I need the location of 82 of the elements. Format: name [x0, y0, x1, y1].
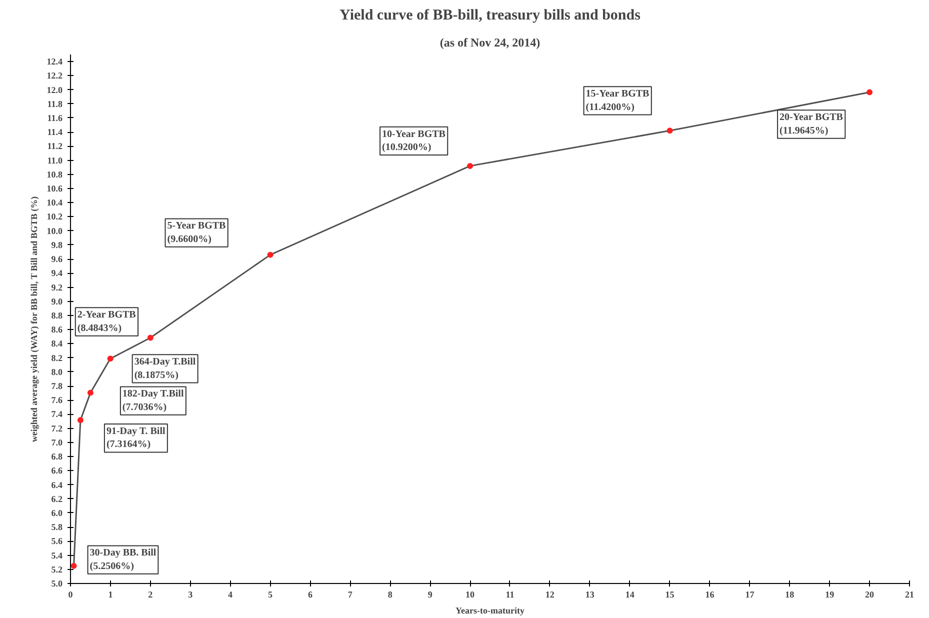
y-tick-label: 11.2	[47, 141, 63, 152]
y-tick-label: 8.0	[51, 366, 63, 377]
x-tick-label: 5	[268, 590, 274, 600]
annotation: 182-Day T.Bill (7.7036%)	[122, 388, 184, 413]
y-axis-title: weighted average yield (WAY) for BB bill, T Bill and BGTB (%)	[28, 196, 39, 442]
x-tick-label: 15	[665, 590, 675, 600]
x-tick-label: 9	[428, 590, 433, 600]
x-tick-label: 17	[745, 590, 755, 600]
annotation: 364-Day T.Bill (8.1875%)	[134, 356, 196, 381]
y-tick-label: 11.6	[47, 112, 63, 123]
y-tick-label: 7.0	[51, 437, 63, 448]
x-tick-label: 14	[625, 590, 635, 600]
x-tick-label: 4	[228, 590, 234, 600]
x-tick-label: 21	[905, 590, 914, 600]
y-tick-label: 11.8	[47, 98, 63, 109]
y-tick-label: 11.0	[47, 155, 63, 166]
x-tick-label: 1	[108, 590, 114, 600]
y-tick-label: 6.0	[51, 508, 63, 518]
y-tick-label: 7.2	[51, 423, 63, 434]
annotation: 91-Day T. Bill (7.3164%)	[106, 426, 166, 450]
annotation: 20-Year BGTB (11.9645%)	[780, 112, 844, 136]
y-tick-label: 8.6	[51, 324, 63, 335]
y-tick-label: 10.8	[46, 169, 63, 180]
y-tick-label: 9.2	[51, 282, 63, 292]
x-tick-label: 3	[188, 590, 194, 600]
x-axis-title: Years-to-maturity	[456, 606, 525, 616]
annotation: 2-Year BGTB (8.4843%)	[77, 310, 136, 334]
x-tick-label: 10	[466, 590, 476, 600]
y-tick-label: 9.4	[51, 268, 63, 278]
x-tick-label: 20	[865, 590, 875, 600]
x-tick-label: 13	[585, 590, 595, 600]
y-tick-label: 9.6	[51, 254, 63, 264]
x-tick-label: 2	[148, 590, 154, 600]
y-tick-label: 6.8	[51, 452, 63, 462]
y-tick-label: 7.8	[51, 381, 63, 392]
y-tick-label: 11.4	[47, 127, 63, 138]
x-tick-label: 7	[348, 590, 353, 600]
point	[666, 128, 673, 134]
y-tick-label: 7.6	[51, 395, 63, 406]
annotation: 5-Year BGTB (9.6600%)	[167, 220, 226, 245]
y-tick-label: 5.4	[51, 550, 63, 560]
annotation: 15-Year BGTB (11.4200%)	[586, 88, 650, 113]
point	[866, 89, 873, 96]
annotation: 10-Year BGTB (10.9200%)	[382, 128, 446, 154]
y-tick-label: 5.8	[51, 522, 63, 532]
x-tick-label: 16	[705, 590, 715, 600]
x-tick-label: 19	[825, 590, 835, 600]
x-tick-label: 11	[506, 590, 515, 600]
annotation: 30-Day BB. Bill (5.2506%)	[90, 548, 156, 572]
x-tick-label: 6	[308, 590, 313, 600]
y-tick-label: 12.0	[46, 84, 63, 95]
x-tick-label: 18	[785, 590, 795, 600]
y-tick-label: 10.0	[46, 226, 63, 236]
y-tick-label: 5.0	[51, 578, 63, 588]
point	[70, 562, 77, 569]
y-tick-label: 8.8	[51, 310, 63, 320]
y-tick-label: 5.2	[51, 564, 63, 574]
point	[107, 356, 114, 362]
x-tick-label: 0	[68, 590, 74, 600]
y-tick-label: 10.4	[46, 198, 63, 208]
x-tick-label: 12	[545, 590, 555, 600]
y-tick-label: 5.6	[51, 536, 63, 546]
chart-subtitle: (as of Nov 24, 2014)	[440, 36, 540, 50]
point	[147, 334, 154, 341]
point	[87, 390, 94, 396]
y-tick-label: 8.4	[51, 338, 63, 349]
point	[77, 417, 84, 424]
y-tick-label: 7.4	[51, 409, 63, 420]
y-tick-label: 6.4	[51, 480, 63, 490]
point	[467, 162, 474, 169]
chart-title: Yield curve of BB-bill, treasury bills and bonds	[340, 8, 641, 24]
y-tick-label: 10.6	[46, 184, 63, 194]
y-tick-label: 6.6	[51, 466, 63, 476]
y-tick-label: 6.2	[51, 494, 63, 504]
y-tick-label: 8.2	[51, 352, 63, 363]
point	[267, 252, 274, 258]
y-tick-label: 12.4	[46, 56, 63, 67]
y-tick-label: 10.2	[46, 212, 63, 222]
y-tick-label: 9.0	[51, 296, 63, 306]
x-tick-label: 8	[388, 590, 393, 600]
y-tick-label: 12.2	[46, 70, 63, 81]
y-tick-label: 9.8	[51, 240, 63, 250]
